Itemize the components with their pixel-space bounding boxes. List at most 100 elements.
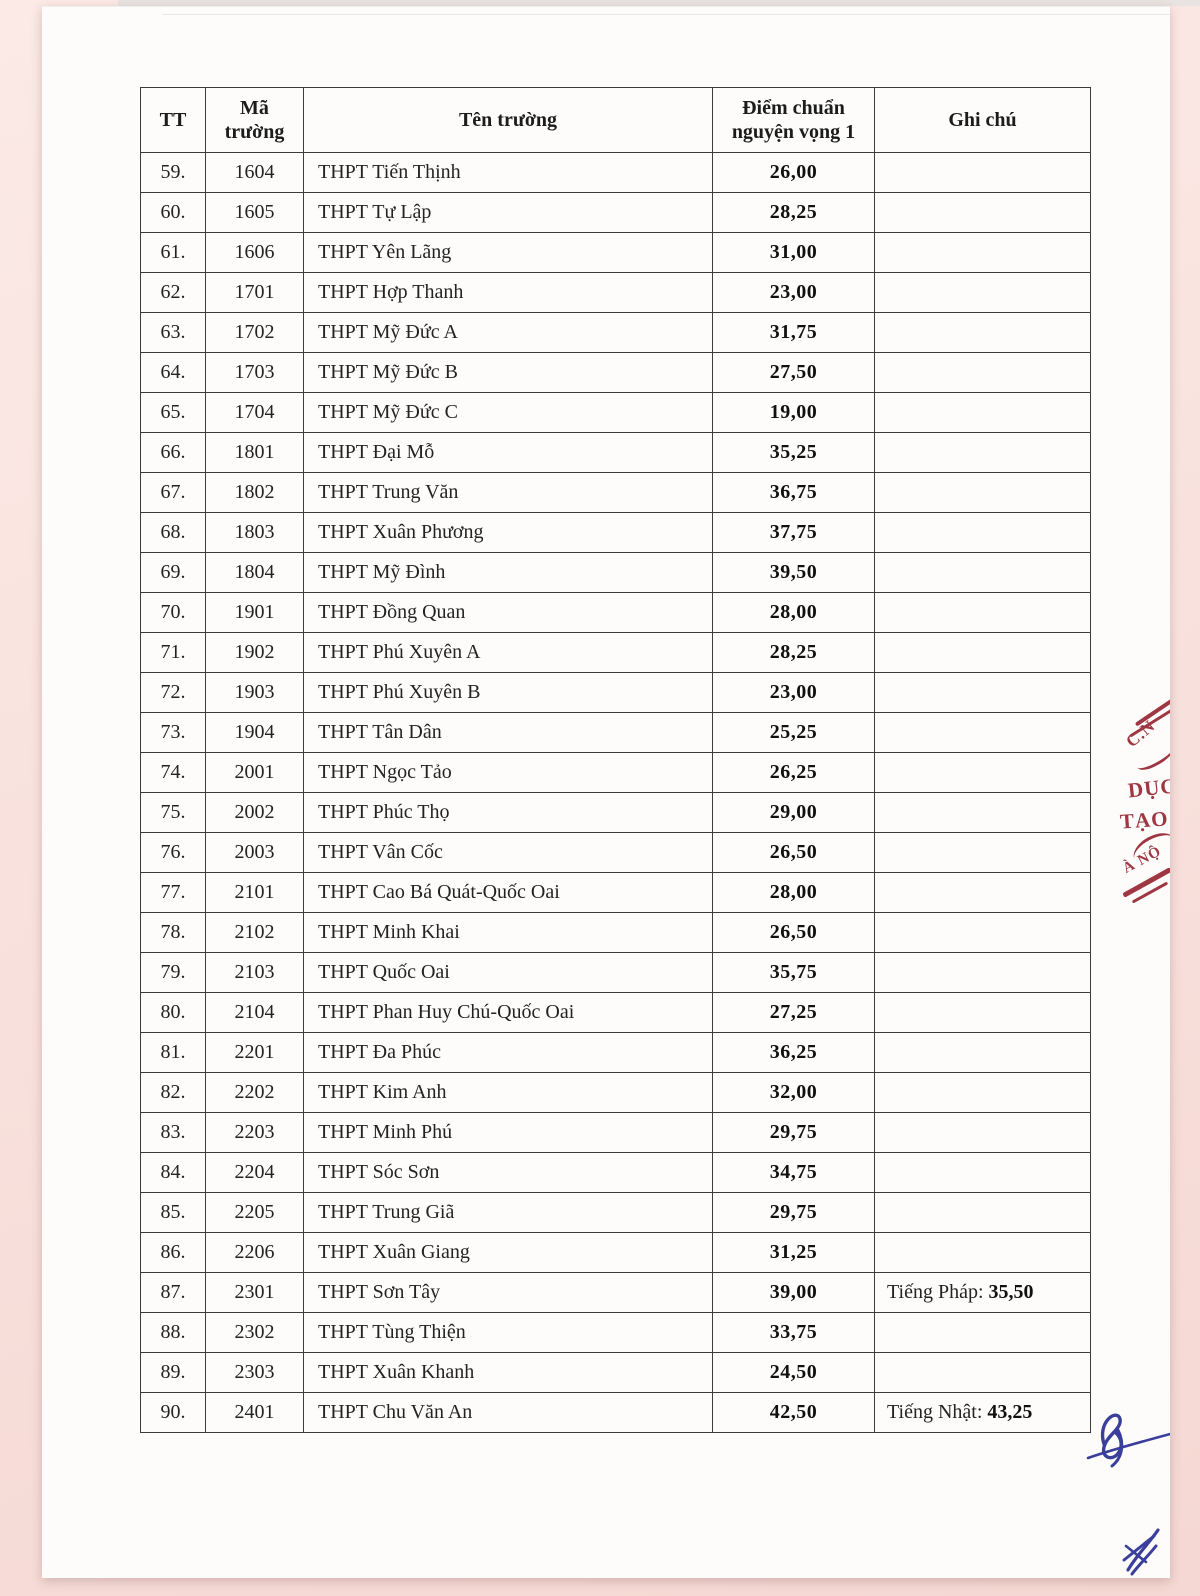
note-cell — [874, 1072, 1091, 1113]
school-code: 2301 — [205, 1272, 304, 1313]
score-value: 28,00 — [712, 872, 875, 913]
school-code: 2303 — [205, 1352, 304, 1393]
row-number: 79. — [140, 952, 206, 993]
official-stamp: C.N DỤC TẠO À NỘ — [1119, 697, 1170, 912]
school-name: THPT Xuân Khanh — [303, 1352, 713, 1393]
table-row: 71. 1902 THPT Phú Xuyên A 28,25 — [140, 632, 1091, 673]
school-name: THPT Ngọc Tảo — [303, 752, 713, 793]
note-cell — [874, 1152, 1091, 1193]
school-code: 2202 — [205, 1072, 304, 1113]
school-name: THPT Cao Bá Quát-Quốc Oai — [303, 872, 713, 913]
row-number: 74. — [140, 752, 206, 793]
row-number: 64. — [140, 352, 206, 393]
row-number: 75. — [140, 792, 206, 833]
row-number: 85. — [140, 1192, 206, 1233]
score-value: 36,75 — [712, 472, 875, 513]
row-number: 72. — [140, 672, 206, 713]
note-cell — [874, 752, 1091, 793]
school-code: 1702 — [205, 312, 304, 353]
row-number: 86. — [140, 1232, 206, 1273]
table-row: 77. 2101 THPT Cao Bá Quát-Quốc Oai 28,00 — [140, 872, 1091, 913]
table-row: 66. 1801 THPT Đại Mỗ 35,25 — [140, 432, 1091, 473]
table-row: 80. 2104 THPT Phan Huy Chú-Quốc Oai 27,2… — [140, 992, 1091, 1033]
table-row: 79. 2103 THPT Quốc Oai 35,75 — [140, 952, 1091, 993]
school-name: THPT Minh Khai — [303, 912, 713, 953]
scores-table: TT Mã trường Tên trường Điểm chuẩn nguyệ… — [140, 87, 1091, 1433]
row-number: 88. — [140, 1312, 206, 1353]
school-code: 1804 — [205, 552, 304, 593]
school-code: 2102 — [205, 912, 304, 953]
note-cell — [874, 672, 1091, 713]
note-cell — [874, 712, 1091, 753]
school-name: THPT Trung Văn — [303, 472, 713, 513]
table-row: 60. 1605 THPT Tự Lập 28,25 — [140, 192, 1091, 233]
table-row: 62. 1701 THPT Hợp Thanh 23,00 — [140, 272, 1091, 313]
score-value: 28,25 — [712, 192, 875, 233]
school-code: 1801 — [205, 432, 304, 473]
school-name: THPT Đa Phúc — [303, 1032, 713, 1073]
school-code: 2104 — [205, 992, 304, 1033]
table-row: 73. 1904 THPT Tân Dân 25,25 — [140, 712, 1091, 753]
score-value: 34,75 — [712, 1152, 875, 1193]
school-name: THPT Phúc Thọ — [303, 792, 713, 833]
table-row: 69. 1804 THPT Mỹ Đình 39,50 — [140, 552, 1091, 593]
score-value: 23,00 — [712, 672, 875, 713]
school-code: 2001 — [205, 752, 304, 793]
row-number: 81. — [140, 1032, 206, 1073]
row-number: 73. — [140, 712, 206, 753]
score-value: 28,25 — [712, 632, 875, 673]
score-value: 19,00 — [712, 392, 875, 433]
note-cell — [874, 352, 1091, 393]
score-value: 26,50 — [712, 832, 875, 873]
header-school-name: Tên trường — [303, 87, 713, 153]
table-row: 70. 1901 THPT Đồng Quan 28,00 — [140, 592, 1091, 633]
score-value: 31,25 — [712, 1232, 875, 1273]
table-row: 74. 2001 THPT Ngọc Tảo 26,25 — [140, 752, 1091, 793]
table-row: 87. 2301 THPT Sơn Tây 39,00 Tiếng Pháp: … — [140, 1272, 1091, 1313]
school-name: THPT Tự Lập — [303, 192, 713, 233]
note-cell — [874, 472, 1091, 513]
note-cell — [874, 232, 1091, 273]
note-cell — [874, 1352, 1091, 1393]
score-value: 39,00 — [712, 1272, 875, 1313]
row-number: 67. — [140, 472, 206, 513]
background-paper-edge — [118, 0, 1200, 6]
school-code: 2002 — [205, 792, 304, 833]
school-code: 1903 — [205, 672, 304, 713]
row-number: 69. — [140, 552, 206, 593]
school-name: THPT Mỹ Đức A — [303, 312, 713, 353]
school-name: THPT Xuân Phương — [303, 512, 713, 553]
table-row: 81. 2201 THPT Đa Phúc 36,25 — [140, 1032, 1091, 1073]
row-number: 59. — [140, 152, 206, 193]
note-cell — [874, 792, 1091, 833]
score-value: 36,25 — [712, 1032, 875, 1073]
signature-small — [1122, 1528, 1160, 1576]
school-code: 2203 — [205, 1112, 304, 1153]
note-label: Tiếng Pháp: — [887, 1281, 984, 1303]
school-name: THPT Mỹ Đức C — [303, 392, 713, 433]
score-value: 27,25 — [712, 992, 875, 1033]
header-note: Ghi chú — [874, 87, 1091, 153]
score-value: 24,50 — [712, 1352, 875, 1393]
score-value: 29,00 — [712, 792, 875, 833]
school-code: 2204 — [205, 1152, 304, 1193]
note-cell — [874, 992, 1091, 1033]
table-row: 65. 1704 THPT Mỹ Đức C 19,00 — [140, 392, 1091, 433]
note-cell — [874, 392, 1091, 433]
school-code: 1701 — [205, 272, 304, 313]
note-value: 35,50 — [988, 1281, 1034, 1303]
score-value: 33,75 — [712, 1312, 875, 1353]
note-cell: Tiếng Nhật: 43,25 — [874, 1392, 1091, 1433]
score-value: 28,00 — [712, 592, 875, 633]
stamp-text-fragment: TẠO — [1119, 806, 1170, 834]
score-value: 23,00 — [712, 272, 875, 313]
table-row: 61. 1606 THPT Yên Lãng 31,00 — [140, 232, 1091, 273]
score-value: 25,25 — [712, 712, 875, 753]
score-value: 42,50 — [712, 1392, 875, 1433]
school-code: 1802 — [205, 472, 304, 513]
row-number: 84. — [140, 1152, 206, 1193]
stamp-text-fragment: DỤC — [1126, 773, 1170, 803]
score-value: 27,50 — [712, 352, 875, 393]
school-name: THPT Xuân Giang — [303, 1232, 713, 1273]
